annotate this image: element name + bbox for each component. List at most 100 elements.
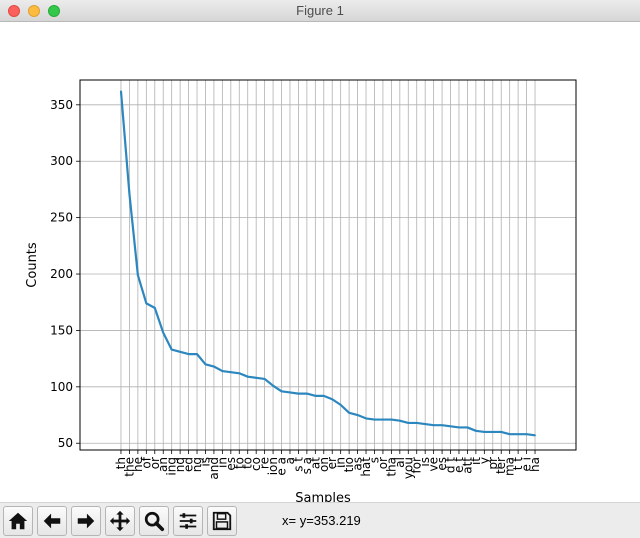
x-tick-label: tio	[342, 457, 356, 472]
data-point	[424, 423, 427, 425]
plot-area-frame	[79, 79, 577, 451]
data-point	[432, 424, 435, 427]
y-tick-label: 250	[50, 211, 73, 225]
x-tick-label: ing	[165, 457, 179, 476]
x-tick-label: d t	[444, 457, 458, 473]
x-tick-label: of	[139, 456, 153, 468]
x-tick-label: re	[258, 457, 272, 469]
data-point	[153, 306, 156, 309]
x-tick-label: hat	[359, 457, 373, 477]
pan-button[interactable]	[105, 506, 135, 536]
y-tick-label: 100	[50, 380, 73, 394]
data-point	[179, 350, 182, 353]
window-title: Figure 1	[296, 3, 344, 18]
data-point	[187, 353, 190, 356]
data-point	[263, 378, 266, 380]
save-icon	[212, 511, 232, 531]
close-button[interactable]	[8, 5, 20, 17]
x-tick-label: and	[207, 457, 221, 480]
data-point	[449, 425, 452, 428]
data-point	[348, 411, 351, 414]
data-point	[525, 433, 528, 436]
y-axis-label: Counts	[25, 242, 40, 288]
data-point	[238, 372, 241, 375]
window-titlebar: Figure 1	[0, 0, 640, 22]
data-point	[373, 418, 376, 421]
x-tick-label: an	[156, 457, 170, 472]
subplots-button[interactable]	[173, 506, 203, 536]
data-point	[204, 363, 207, 366]
data-point	[145, 302, 148, 305]
x-tick-label: es	[435, 457, 449, 471]
x-tick-label: er	[325, 457, 339, 469]
data-point	[407, 422, 410, 424]
data-point	[255, 376, 258, 379]
x-tick-label: nd	[173, 457, 187, 472]
home-button[interactable]	[3, 506, 33, 536]
data-point	[314, 394, 317, 397]
y-tick-label: 300	[50, 154, 73, 168]
x-tick-label: th	[114, 457, 128, 469]
x-tick-label: it	[469, 457, 483, 465]
save-button[interactable]	[207, 506, 237, 536]
data-point	[466, 426, 469, 429]
data-point	[483, 431, 486, 433]
x-tick-label: ed	[182, 457, 196, 472]
x-tick-label: s a	[300, 457, 314, 474]
data-point	[213, 365, 215, 368]
x-tick-label: e i	[520, 457, 534, 472]
navigation-toolbar: x= y=353.219	[0, 502, 640, 538]
x-tick-label: in	[334, 457, 348, 468]
data-point	[297, 392, 300, 395]
x-tick-label: pr	[486, 457, 500, 470]
x-tick-label: at	[308, 457, 322, 469]
sliders-icon	[179, 513, 197, 529]
data-point	[365, 417, 367, 420]
data-point	[120, 90, 122, 93]
back-button[interactable]	[37, 506, 67, 536]
minimize-button[interactable]	[28, 5, 40, 17]
line-chart: 50100150200250300350ththeheoforaningnded…	[25, 79, 577, 506]
x-tick-label: y	[477, 457, 491, 464]
data-point	[398, 419, 401, 422]
data-point	[221, 370, 224, 372]
x-tick-label: a	[283, 457, 297, 464]
x-tick-label: ng	[190, 457, 204, 472]
arrow-left-icon	[43, 513, 61, 529]
data-point	[289, 391, 291, 394]
data-point	[322, 394, 325, 397]
zoom-button[interactable]	[139, 506, 169, 536]
x-tick-label: as	[351, 457, 365, 471]
x-tick-label: ter	[494, 457, 508, 474]
data-point	[534, 434, 536, 437]
x-tick-label: e t	[452, 457, 466, 473]
data-point	[246, 375, 249, 378]
x-tick-label: is	[198, 457, 212, 467]
data-point	[128, 193, 131, 195]
x-tick-label: tha	[384, 457, 398, 477]
x-tick-label: s t	[291, 457, 305, 472]
data-point	[170, 348, 173, 351]
forward-button[interactable]	[71, 506, 101, 536]
x-tick-label: on	[317, 457, 331, 472]
data-point	[508, 433, 511, 436]
data-point	[229, 371, 232, 374]
data-point	[339, 403, 342, 406]
maximize-button[interactable]	[48, 5, 60, 17]
data-point	[415, 422, 418, 424]
x-tick-label: you	[401, 457, 415, 479]
data-point	[474, 429, 477, 432]
data-series-line	[119, 91, 536, 437]
x-tick-label: or	[148, 457, 162, 469]
data-point	[331, 398, 334, 401]
move-icon	[109, 510, 131, 532]
data-point	[458, 426, 460, 429]
x-tick-label: t t	[511, 457, 525, 471]
arrow-right-icon	[77, 513, 95, 529]
y-tick-label: 50	[58, 436, 73, 450]
x-tick-label: or	[376, 457, 390, 469]
x-tick-label: ve	[427, 457, 441, 471]
x-axis-label: Samples	[295, 491, 351, 502]
data-point	[280, 390, 283, 393]
